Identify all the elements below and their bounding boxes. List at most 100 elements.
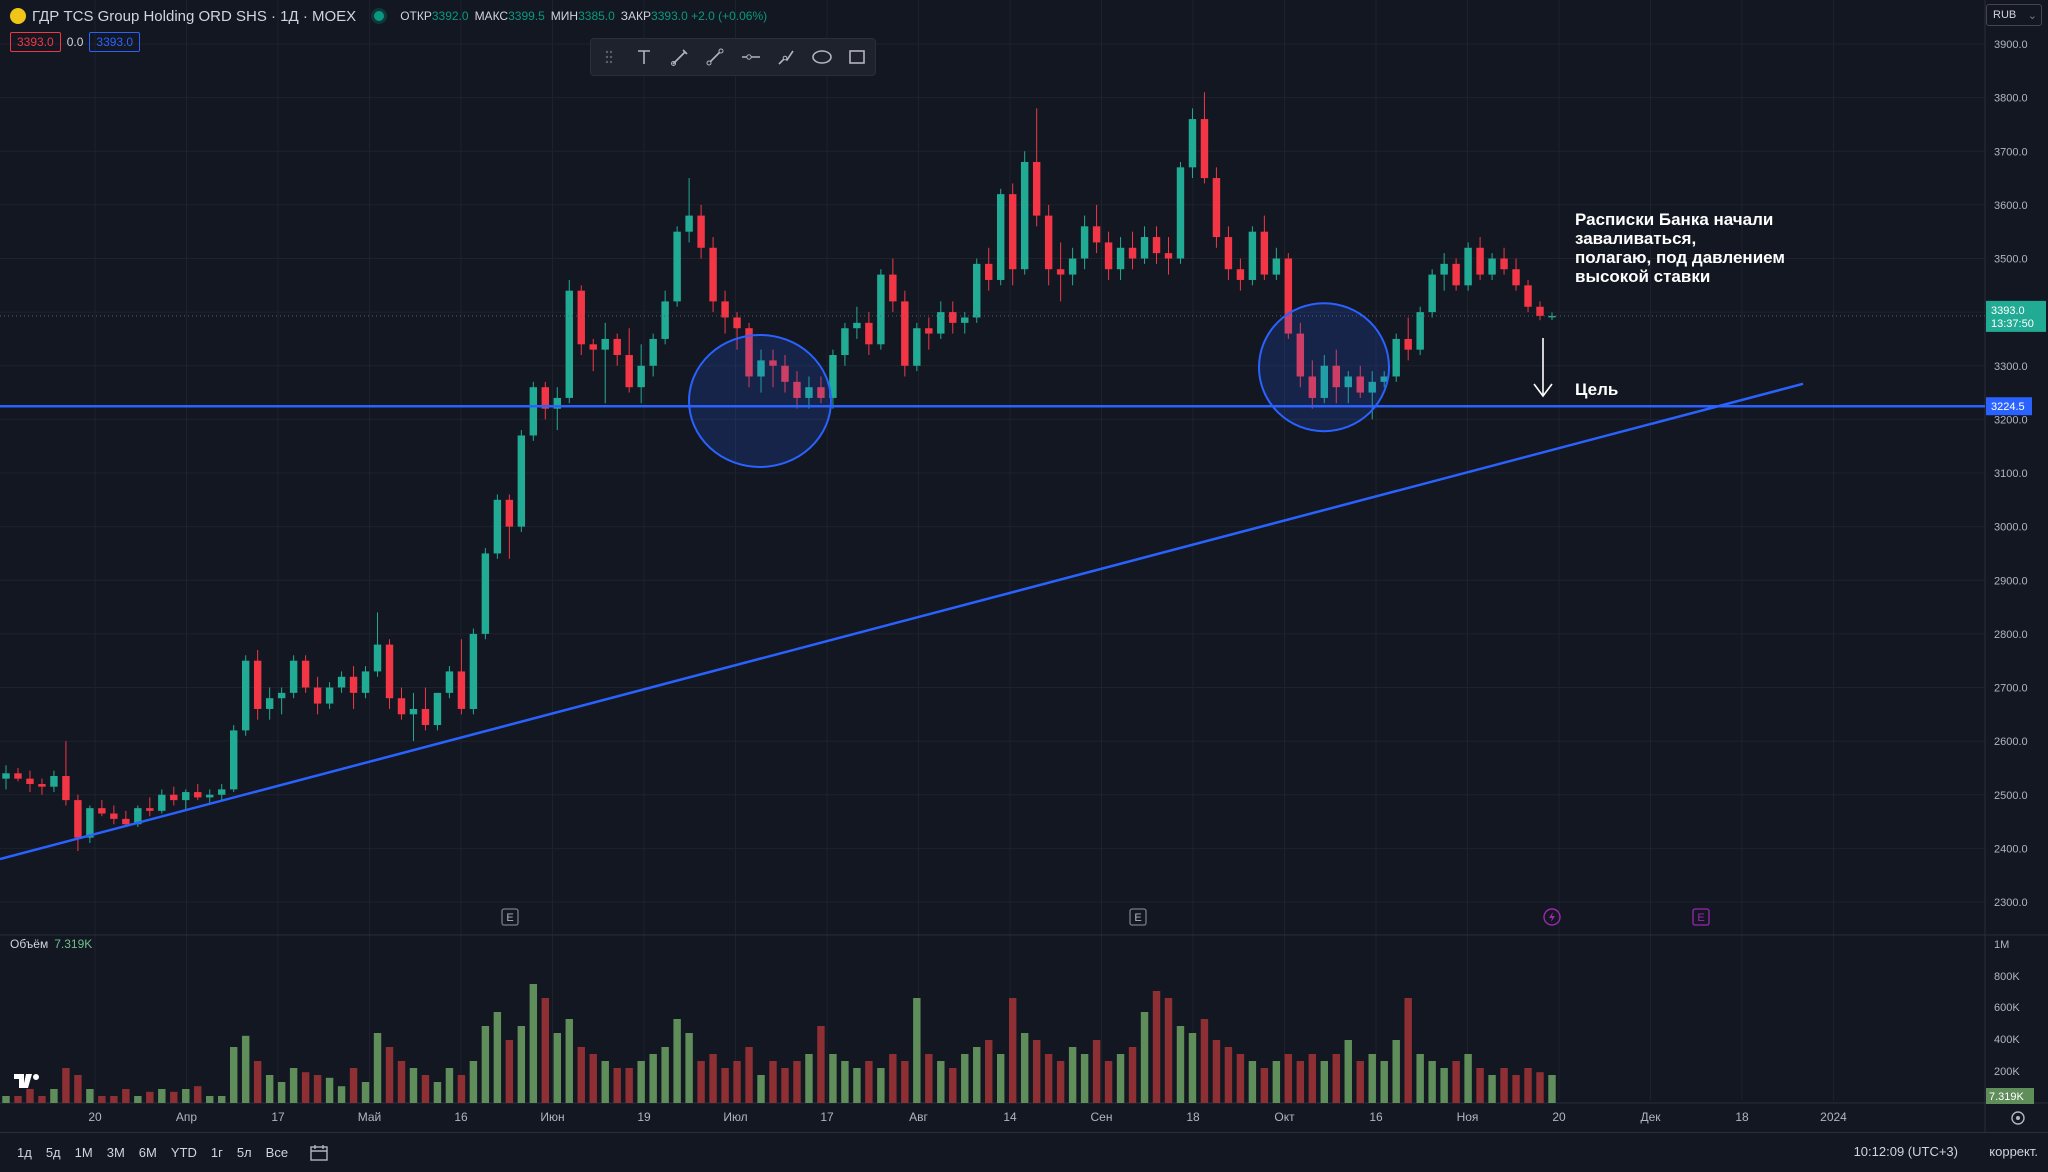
candle-body bbox=[265, 698, 274, 709]
dividend-event-icon[interactable] bbox=[1543, 908, 1561, 926]
sell-price-button[interactable]: 3393.0 bbox=[10, 32, 61, 52]
candle-body bbox=[1488, 258, 1496, 275]
adjust-button[interactable]: коррект. bbox=[1989, 1144, 2038, 1159]
drag-handle-icon[interactable] bbox=[596, 44, 622, 70]
price-tick-label: 3100.0 bbox=[1994, 468, 2028, 480]
candle-body bbox=[1104, 242, 1113, 270]
settings-gear-center bbox=[2016, 1116, 2020, 1120]
range-1y-button[interactable]: 1г bbox=[210, 1145, 223, 1160]
drawing-toolbar[interactable] bbox=[590, 38, 876, 76]
candle-body bbox=[1332, 365, 1340, 388]
path-icon[interactable] bbox=[773, 44, 799, 70]
text-icon[interactable] bbox=[631, 44, 657, 70]
trading-quote[interactable]: 3393.0 0.0 3393.0 bbox=[10, 32, 141, 52]
candle-body bbox=[1356, 376, 1364, 393]
symbol-logo-icon bbox=[10, 8, 26, 24]
time-tick-label: 17 bbox=[271, 1110, 285, 1124]
last-price-badge[interactable] bbox=[1986, 300, 2046, 332]
candle-body bbox=[1176, 167, 1185, 259]
volume-bar bbox=[409, 1068, 418, 1103]
candle-body bbox=[1260, 231, 1269, 275]
range-1d-button[interactable]: 1д bbox=[17, 1145, 32, 1160]
range-5y-button[interactable]: 5л bbox=[236, 1145, 252, 1160]
candle-body bbox=[1032, 161, 1041, 216]
candle-body bbox=[505, 499, 514, 527]
volume-bar bbox=[565, 1019, 573, 1103]
candle-body bbox=[1404, 338, 1412, 350]
volume-last-badge[interactable] bbox=[1986, 1088, 2034, 1104]
candle-body bbox=[1044, 215, 1053, 270]
rectangle-icon[interactable] bbox=[844, 44, 870, 70]
volume-bar bbox=[685, 1033, 693, 1103]
support-ellipse[interactable] bbox=[688, 333, 832, 468]
horizontal-ray-icon[interactable] bbox=[738, 44, 764, 70]
earnings-event-icon[interactable] bbox=[1692, 908, 1710, 926]
brush-icon[interactable] bbox=[667, 44, 693, 70]
candle-body bbox=[1188, 119, 1197, 168]
time-axis[interactable]: 20 Апр 17 Май 16 Июн 19 Июл 17 Авг 14 Сен 18 Окт 16 Ноя… bbox=[88, 1110, 1847, 1124]
symbol-header[interactable]: ГДР TCS Group Holding ORD SHS · 1Д · MOE… bbox=[10, 4, 773, 28]
tradingview-logo-icon[interactable] bbox=[12, 1070, 46, 1092]
level-price-badge[interactable] bbox=[1986, 397, 2032, 416]
candle-body bbox=[38, 784, 46, 787]
earnings-event-icon[interactable] bbox=[501, 908, 519, 926]
volume-bar bbox=[529, 984, 538, 1103]
support-ellipse[interactable] bbox=[1258, 302, 1390, 433]
candle-body bbox=[1236, 269, 1245, 280]
volume-bar bbox=[253, 1061, 262, 1103]
volume-bar bbox=[349, 1068, 358, 1103]
range-1m-button[interactable]: 1М bbox=[74, 1145, 93, 1160]
currency-selector[interactable]: RUB ⌄ bbox=[1986, 4, 2042, 26]
earnings-event-label: E bbox=[1134, 912, 1141, 924]
price-axis[interactable]: 3900.03800.03700.03600.03500.03400.03300… bbox=[1986, 39, 2046, 1125]
volume-bar bbox=[50, 1089, 58, 1103]
trendline-icon[interactable] bbox=[702, 44, 728, 70]
trendline[interactable] bbox=[0, 382, 1804, 861]
volume-bar bbox=[925, 1054, 933, 1103]
candle-body bbox=[433, 692, 442, 726]
symbol-title[interactable]: ГДР TCS Group Holding ORD SHS · 1Д · MOE… bbox=[32, 7, 357, 25]
volume-bar bbox=[397, 1061, 406, 1103]
range-6m-button[interactable]: 6М bbox=[138, 1145, 157, 1160]
time-tick-label: 18 bbox=[1186, 1110, 1200, 1124]
settings-gear-icon[interactable] bbox=[2011, 1111, 2025, 1125]
range-3m-button[interactable]: 3М bbox=[106, 1145, 125, 1160]
volume-bar bbox=[637, 1061, 645, 1103]
range-ytd-button[interactable]: YTD bbox=[170, 1145, 197, 1160]
buy-price-button[interactable]: 3393.0 bbox=[89, 32, 141, 52]
text-annotation[interactable]: Расписки Банка начали заваливаться, пола… bbox=[1575, 210, 1785, 286]
candle-body bbox=[253, 660, 262, 709]
volume-legend[interactable]: Объём 7.319K bbox=[10, 937, 93, 951]
earnings-event-icon[interactable] bbox=[1129, 908, 1147, 926]
range-all-button[interactable]: Все bbox=[265, 1145, 289, 1160]
candle-body bbox=[158, 794, 166, 811]
candle-body bbox=[1164, 253, 1173, 259]
candle-body bbox=[697, 215, 705, 248]
candle-body bbox=[1428, 274, 1436, 313]
volume-bar bbox=[649, 1054, 657, 1103]
candle-body bbox=[1308, 376, 1317, 398]
price-tick-label: 3600.0 bbox=[1994, 200, 2028, 212]
clock-timezone[interactable]: 10:12:09 (UTC+3) bbox=[1853, 1144, 1958, 1159]
candle-body bbox=[481, 553, 490, 634]
volume-bar bbox=[361, 1082, 370, 1103]
volume-bar bbox=[1404, 998, 1412, 1103]
calendar-icon[interactable] bbox=[309, 1144, 329, 1162]
candle-body bbox=[2, 773, 10, 779]
candle-body bbox=[865, 322, 873, 345]
volume-bar bbox=[1392, 1040, 1400, 1103]
volume-bar bbox=[1524, 1068, 1532, 1103]
volume-last-label: 7.319K bbox=[1989, 1091, 2025, 1103]
range-5d-button[interactable]: 5д bbox=[45, 1145, 61, 1160]
volume-bar bbox=[973, 1047, 981, 1103]
time-tick-label: 2024 bbox=[1820, 1110, 1847, 1124]
time-tick-label: Окт bbox=[1274, 1110, 1295, 1124]
volume-bar bbox=[1224, 1047, 1233, 1103]
ellipse-icon[interactable] bbox=[809, 44, 835, 70]
candle-body bbox=[1116, 247, 1125, 270]
bottom-toolbar[interactable]: 1д 5д 1М 3М 6М YTD 1г 5л Все 10:12:09 (U… bbox=[0, 1132, 2048, 1172]
lightning-icon bbox=[1549, 912, 1555, 922]
target-label[interactable]: Цель bbox=[1575, 380, 1619, 399]
